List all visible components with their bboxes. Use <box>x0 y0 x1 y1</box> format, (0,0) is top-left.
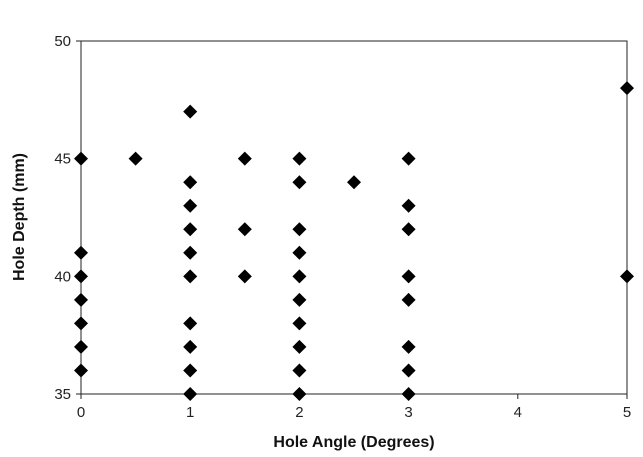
data-point <box>74 316 88 331</box>
data-point <box>401 292 416 307</box>
data-point <box>74 363 88 378</box>
data-point <box>74 339 88 354</box>
data-point <box>183 363 198 378</box>
data-point <box>183 245 198 260</box>
data-point <box>401 198 416 213</box>
data-point <box>74 151 88 166</box>
data-point <box>183 175 198 190</box>
x-tick-label: 1 <box>186 404 194 421</box>
data-point <box>74 245 88 260</box>
data-point <box>183 316 198 331</box>
x-axis-ticks: 0 1 2 3 4 5 <box>77 394 631 421</box>
data-point <box>401 222 416 237</box>
data-point <box>74 292 88 307</box>
y-tick-label: 50 <box>54 33 71 50</box>
y-axis-title: Hole Depth (mm) <box>11 153 28 281</box>
data-point <box>292 292 307 307</box>
y-axis-ticks: 35 40 45 50 <box>54 33 81 403</box>
data-point <box>183 387 198 401</box>
data-point <box>183 104 198 119</box>
data-point <box>620 81 634 96</box>
data-point <box>292 245 307 260</box>
x-tick-label: 4 <box>514 404 522 421</box>
plot-area <box>80 40 628 395</box>
data-point <box>183 269 198 284</box>
data-point <box>183 222 198 237</box>
data-point <box>292 269 307 284</box>
data-point <box>401 151 416 166</box>
data-point <box>401 387 416 401</box>
data-point <box>237 222 252 237</box>
x-tick-label: 5 <box>623 404 631 421</box>
data-point <box>401 269 416 284</box>
data-point <box>183 198 198 213</box>
data-point <box>183 339 198 354</box>
data-points <box>74 81 634 401</box>
data-point <box>292 151 307 166</box>
data-point <box>292 316 307 331</box>
data-point <box>292 222 307 237</box>
data-point <box>292 363 307 378</box>
data-point <box>401 363 416 378</box>
x-tick-label: 3 <box>404 404 412 421</box>
data-point <box>401 339 416 354</box>
x-tick-label: 2 <box>295 404 303 421</box>
data-point <box>620 269 634 284</box>
y-tick-label: 40 <box>54 268 71 285</box>
y-tick-label: 35 <box>54 386 71 403</box>
x-tick-label: 0 <box>77 404 85 421</box>
x-axis-title: Hole Angle (Degrees) <box>273 434 434 451</box>
data-point <box>292 387 307 401</box>
data-point <box>128 151 143 166</box>
data-point <box>237 151 252 166</box>
data-point <box>347 175 361 190</box>
data-point <box>292 175 307 190</box>
data-point <box>237 269 252 284</box>
data-point <box>74 269 88 284</box>
data-point <box>292 339 307 354</box>
y-tick-label: 45 <box>54 151 71 168</box>
